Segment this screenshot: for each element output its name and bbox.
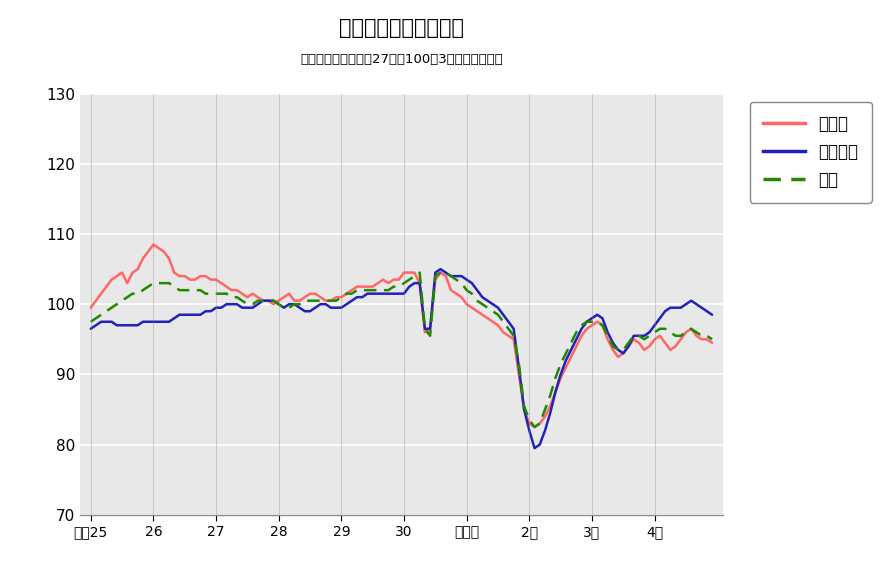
Text: （季節調整済、平成27年＝100、3ヶ月移動平均）: （季節調整済、平成27年＝100、3ヶ月移動平均）	[300, 53, 503, 66]
Legend: 鳥取県, 中国地方, 全国: 鳥取県, 中国地方, 全国	[750, 102, 871, 202]
Text: 鉱工業生産指数の推移: 鉱工業生産指数の推移	[339, 18, 464, 37]
